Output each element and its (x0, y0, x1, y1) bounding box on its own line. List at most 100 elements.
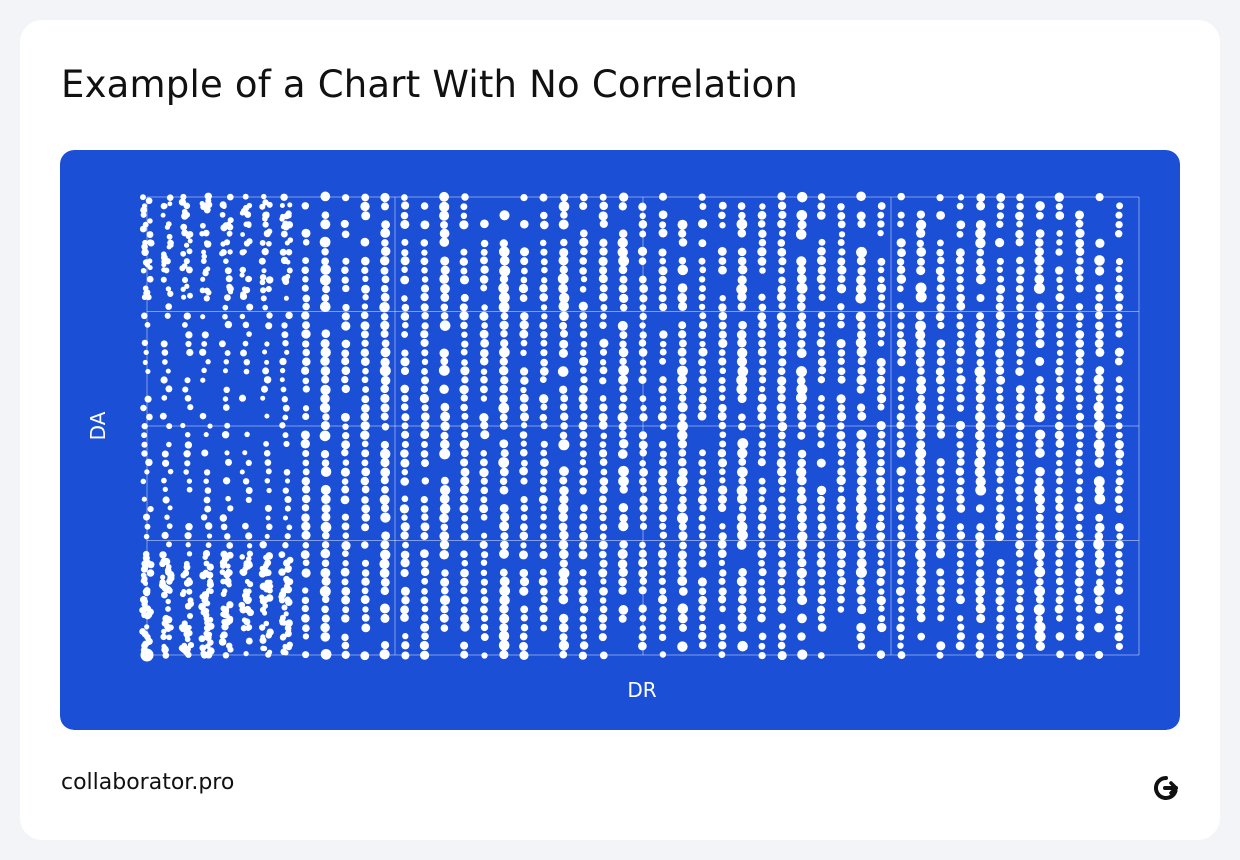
scatter-point (360, 430, 370, 440)
scatter-point (286, 565, 292, 571)
scatter-point (878, 615, 886, 623)
scatter-point (719, 431, 727, 439)
scatter-point (321, 494, 331, 504)
scatter-point (321, 595, 330, 604)
scatter-point (619, 385, 627, 393)
scatter-point (361, 559, 370, 567)
scatter-point (617, 449, 628, 459)
scatter-point (659, 357, 667, 365)
scatter-point (540, 458, 549, 467)
scatter-point (817, 595, 827, 605)
scatter-point (260, 295, 267, 302)
scatter-point (498, 301, 510, 313)
scatter-point (421, 358, 429, 366)
scatter-point (738, 587, 747, 595)
scatter-point (797, 339, 806, 348)
scatter-point (916, 266, 926, 276)
scatter-point (480, 532, 488, 539)
scatter-point (401, 201, 410, 210)
scatter-point (226, 617, 234, 624)
scatter-point (915, 476, 925, 486)
scatter-point (361, 587, 369, 595)
scatter-point (677, 512, 688, 524)
scatter-point (1094, 531, 1104, 541)
scatter-point (401, 413, 410, 422)
scatter-point (222, 477, 231, 485)
scatter-point (719, 605, 726, 613)
scatter-point (816, 421, 826, 431)
scatter-point (698, 641, 707, 650)
scatter-point (263, 585, 271, 593)
scatter-point (460, 596, 469, 605)
scatter-point (204, 192, 212, 200)
scatter-point (698, 303, 706, 311)
scatter-point (342, 423, 349, 430)
scatter-point (245, 275, 252, 283)
scatter-point (797, 449, 807, 459)
scatter-point (796, 282, 808, 294)
scatter-point (975, 384, 985, 394)
scatter-point (265, 515, 271, 521)
scatter-point (400, 522, 410, 532)
scatter-point (916, 440, 926, 450)
scatter-point (719, 367, 727, 375)
scatter-point (420, 303, 429, 312)
scatter-point (896, 302, 904, 310)
scatter-point (400, 477, 410, 486)
scatter-point (479, 605, 488, 614)
scatter-point (718, 338, 728, 349)
scatter-point (598, 274, 608, 284)
scatter-point (499, 413, 508, 422)
scatter-point (224, 294, 231, 301)
scatter-point (421, 459, 429, 468)
scatter-point (1075, 431, 1085, 440)
scatter-point (380, 357, 390, 367)
scatter-point (218, 340, 226, 348)
scatter-point (161, 262, 167, 268)
scatter-point (180, 250, 187, 257)
scatter-point (699, 203, 707, 210)
scatter-point (578, 421, 588, 431)
scatter-point (936, 348, 945, 357)
scatter-point (736, 576, 747, 587)
scatter-point (286, 524, 293, 531)
scatter-point (560, 238, 568, 247)
scatter-point (559, 586, 568, 595)
scatter-point (361, 523, 370, 532)
scatter-point (598, 568, 608, 578)
scatter-point (1015, 459, 1025, 468)
scatter-point (896, 338, 907, 348)
scatter-point (837, 257, 846, 266)
scatter-point (1055, 366, 1064, 376)
scatter-point (1055, 293, 1065, 302)
scatter-point (159, 412, 167, 420)
scatter-point (187, 238, 193, 244)
scatter-point (639, 294, 648, 303)
scatter-point (737, 466, 748, 478)
scatter-point (956, 321, 965, 330)
scatter-point (246, 303, 254, 311)
scatter-point (223, 386, 230, 394)
scatter-point (936, 293, 946, 303)
scatter-point (579, 513, 588, 521)
scatter-point (698, 330, 707, 339)
scatter-point (204, 600, 211, 607)
scatter-point (658, 633, 667, 642)
scatter-point (996, 476, 1004, 484)
scatter-point (976, 358, 985, 367)
scatter-point (179, 591, 186, 598)
scatter-point (698, 358, 706, 367)
scatter-point (558, 439, 570, 451)
scatter-point (145, 289, 151, 295)
scatter-point (916, 495, 925, 504)
scatter-point (302, 412, 310, 421)
scatter-point (1095, 284, 1104, 293)
scatter-point (758, 486, 767, 495)
scatter-point (976, 632, 985, 641)
scatter-point (361, 339, 369, 347)
scatter-point (757, 523, 767, 532)
scatter-point (460, 267, 468, 275)
scatter-point (975, 650, 984, 659)
scatter-point (380, 577, 390, 587)
scatter-point (579, 615, 587, 623)
